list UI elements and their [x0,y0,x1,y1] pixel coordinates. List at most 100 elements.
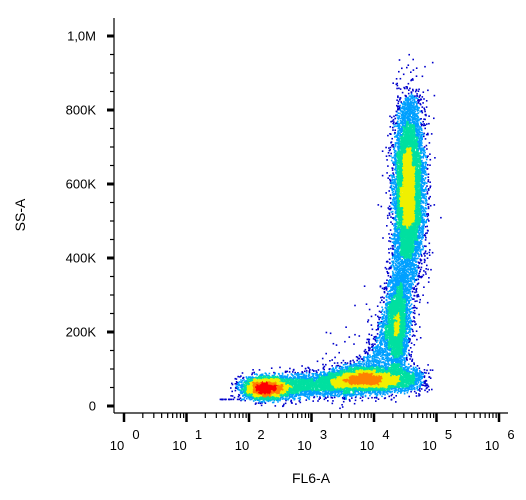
event-dot [285,371,287,373]
event-dot [395,401,397,403]
event-dot [379,390,382,392]
event-dot [323,392,326,395]
event-dot [283,379,286,382]
event-dot [304,381,307,384]
event-dot [278,377,281,380]
event-dot [240,399,242,402]
event-dot [320,386,322,388]
event-dot [279,398,282,400]
event-dot [416,369,419,371]
event-dot [297,376,299,378]
event-dot [316,371,318,374]
event-dot [306,391,308,394]
event-dot [272,398,275,401]
event-dot [428,376,430,378]
density-dots [219,53,442,410]
event-dot [315,372,317,375]
event-dot [327,390,330,393]
event-dot [295,403,297,405]
event-dot [418,389,420,391]
event-dot [403,389,406,392]
event-dot [283,403,285,406]
event-dot [415,366,417,369]
event-dot [419,387,421,390]
event-dot [427,372,430,375]
event-dot [418,393,420,395]
event-dot [298,400,301,402]
event-dot [363,391,366,393]
event-dot [405,385,407,388]
event-dot [330,391,332,393]
event-dot [306,395,308,398]
event-dot [285,399,287,402]
event-dot [294,373,296,375]
event-dot [294,371,296,374]
event-dot [306,381,308,384]
event-dot [356,393,358,396]
event-dot [313,396,315,399]
event-dot [294,379,296,382]
event-dot [388,389,391,391]
event-dot [304,367,307,370]
event-dot [415,392,417,394]
event-dot [285,375,287,378]
event-dot [320,371,322,374]
event-dot [426,369,428,372]
event-dot [258,369,261,371]
event-dot [364,394,367,397]
event-dot [416,368,418,370]
event-dot [231,383,234,386]
event-dot [301,394,303,396]
event-dot [412,369,415,371]
event-dot [363,392,366,394]
event-dot [286,376,288,379]
event-dot [295,379,298,382]
event-dot [427,384,429,387]
event-dot [296,385,299,388]
event-dot [407,385,410,388]
event-dot [362,396,364,398]
event-dot [416,387,419,389]
event-dot [391,390,393,393]
event-dot [295,382,297,385]
event-dot [386,393,389,395]
event-dot [287,374,289,376]
event-dot [293,397,295,399]
event-dot [416,365,419,367]
event-dot [310,392,312,394]
event-dot [420,371,422,373]
event-dot [327,394,329,397]
event-dot [405,389,408,392]
event-dot [306,387,309,390]
event-dot [412,386,415,388]
event-dot [424,384,426,387]
event-dot [410,368,413,370]
event-dot [251,373,253,376]
event-dot [314,380,316,382]
event-dot [288,371,291,373]
event-dot [333,389,335,391]
event-dot [293,398,296,401]
event-dot [314,381,317,383]
event-dot [301,388,303,391]
event-dot [304,374,306,377]
event-dot [420,388,423,390]
event-dot [312,374,314,377]
event-dot [277,399,280,401]
event-dot [304,377,306,380]
event-dot [318,384,320,386]
event-dot [351,397,353,399]
event-dot [305,380,307,383]
event-dot [297,397,300,400]
event-dot [320,385,322,387]
event-dot [305,399,308,401]
event-dot [416,379,419,382]
event-dot [245,376,248,378]
event-dot [270,367,273,369]
event-dot [327,396,329,398]
event-dot [370,393,372,395]
event-dot [288,396,291,398]
event-dot [289,367,291,370]
